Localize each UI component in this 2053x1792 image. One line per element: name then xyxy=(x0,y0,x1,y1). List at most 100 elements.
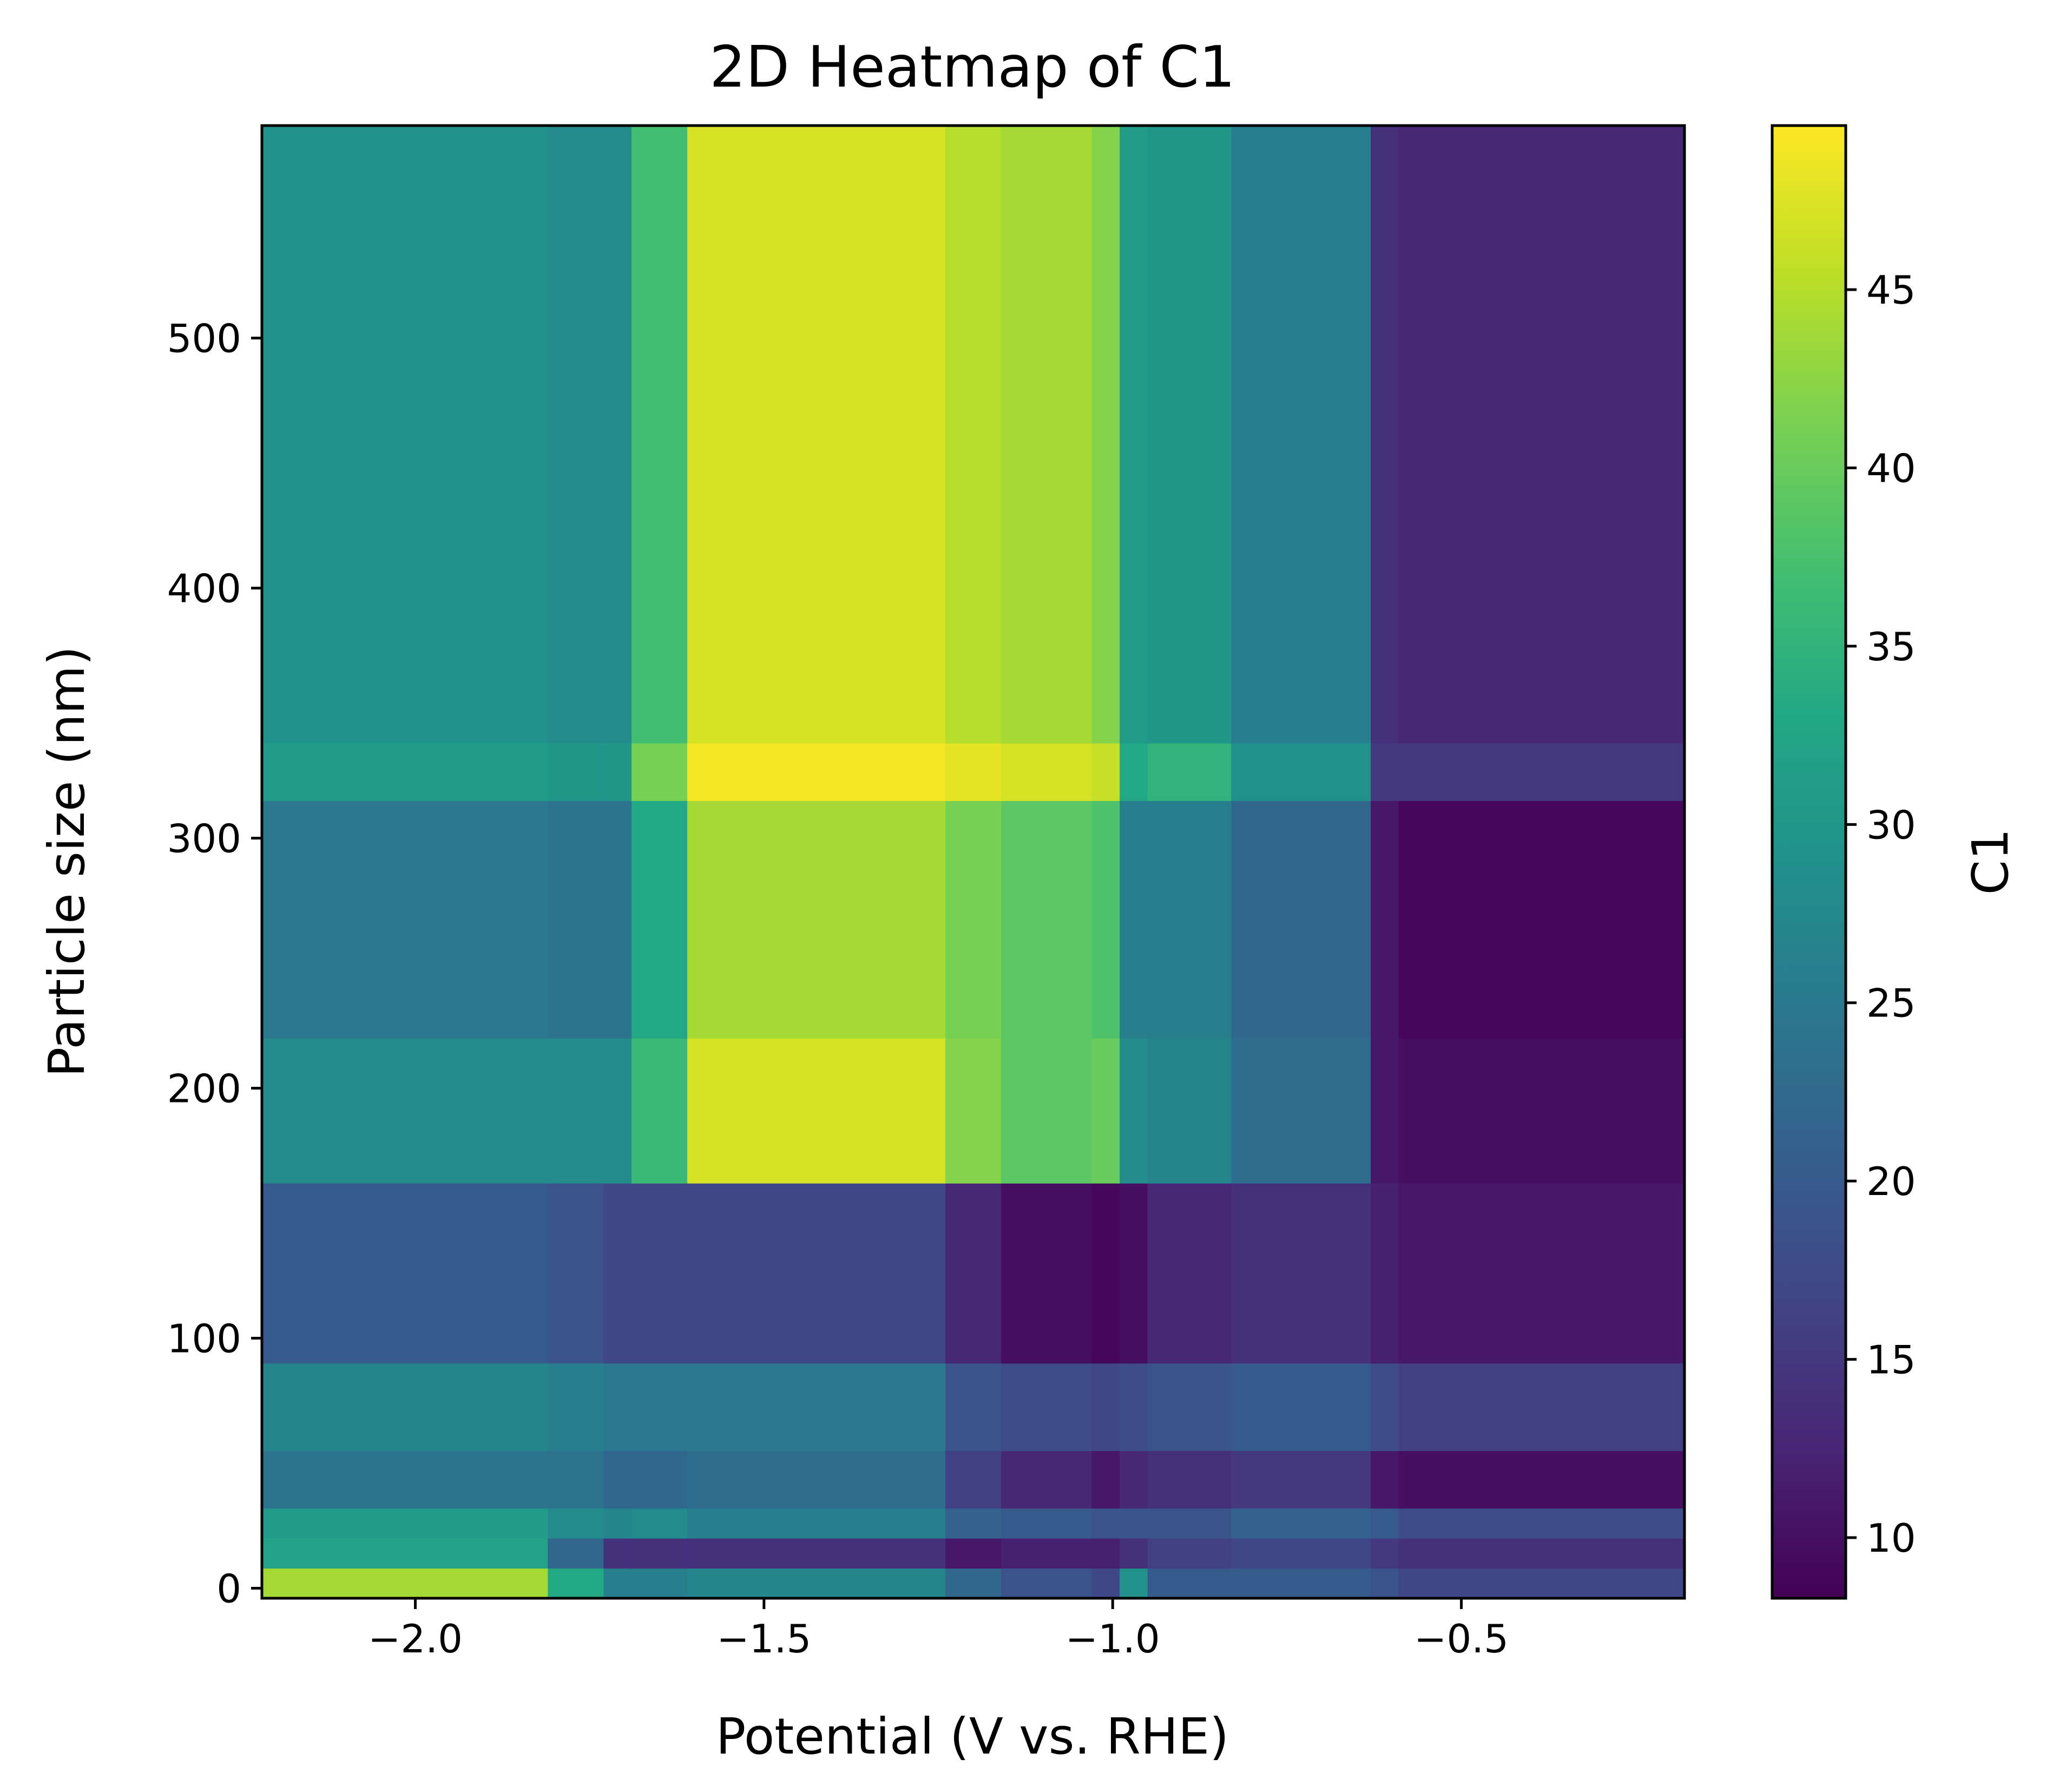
heatmap-cell xyxy=(1001,1363,1093,1452)
heatmap-cell xyxy=(603,126,632,744)
heatmap-cell xyxy=(603,1538,632,1569)
heatmap-cell xyxy=(548,1538,604,1569)
chart-title: 2D Heatmap of C1 xyxy=(709,34,1235,100)
heatmap-cell xyxy=(1398,1363,1685,1452)
heatmap-cell xyxy=(1091,1363,1120,1452)
heatmap-cell xyxy=(1147,1183,1232,1364)
heatmap-cell xyxy=(1231,800,1371,1039)
heatmap-cell xyxy=(631,1508,688,1539)
heatmap-cell xyxy=(687,1363,946,1452)
colorbar-ticks: 10 15 20 25 30 35 40 45 xyxy=(1846,267,1916,1561)
heatmap-cell xyxy=(1120,1450,1148,1509)
heatmap-cell xyxy=(1147,126,1232,744)
plot-frame xyxy=(260,124,1686,1600)
heatmap-cell xyxy=(945,1568,1002,1599)
colorbar-tick-label: 45 xyxy=(1866,267,1916,313)
heatmap-cell xyxy=(1120,126,1148,744)
heatmap-cell xyxy=(262,743,548,801)
heatmap-cell xyxy=(687,1450,946,1509)
colorbar-tick-label: 10 xyxy=(1866,1515,1916,1561)
heatmap-cell xyxy=(631,1538,688,1569)
heatmap-cell xyxy=(687,1038,946,1184)
x-tick-label: −0.5 xyxy=(1414,1616,1509,1662)
heatmap-cell xyxy=(1120,800,1148,1039)
heatmap-cell xyxy=(631,800,688,1039)
heatmap-cell xyxy=(1231,1038,1371,1184)
heatmap-cell xyxy=(1001,1450,1093,1509)
heatmap-cell xyxy=(631,1183,688,1364)
heatmap-cell xyxy=(945,1538,1002,1569)
heatmap-cell xyxy=(945,1508,1002,1539)
heatmap-cell xyxy=(945,1183,1002,1364)
heatmap-cell xyxy=(1120,1568,1148,1599)
heatmap-cell xyxy=(262,1038,548,1184)
heatmap-cell xyxy=(1398,1038,1685,1184)
heatmap-cell xyxy=(603,1038,632,1184)
heatmap-cell xyxy=(1120,1183,1148,1364)
heatmap-cell xyxy=(1091,126,1120,744)
heatmap-cell xyxy=(1371,1568,1399,1599)
heatmap-cell xyxy=(1001,1038,1093,1184)
y-tick-label: 200 xyxy=(167,1066,241,1112)
colorbar-tick-label: 15 xyxy=(1866,1337,1916,1383)
heatmap-cell xyxy=(1371,1363,1399,1452)
heatmap-cell xyxy=(631,1450,688,1509)
heatmap-cell xyxy=(1001,1183,1093,1364)
heatmap-cell xyxy=(1371,1183,1399,1364)
heatmap-cell xyxy=(1001,1538,1093,1569)
heatmap-cell xyxy=(262,1508,548,1539)
heatmap-cell xyxy=(1091,800,1120,1039)
heatmap-cell xyxy=(1091,1183,1120,1364)
heatmap-cell xyxy=(1120,1508,1148,1539)
heatmap-cell xyxy=(631,126,688,744)
x-tick-label: −1.0 xyxy=(1065,1616,1160,1662)
heatmap-cell xyxy=(1398,1538,1685,1569)
heatmap-cell xyxy=(1120,743,1148,801)
heatmap-cell xyxy=(1371,1508,1399,1539)
heatmap-cell xyxy=(262,1538,548,1569)
heatmap-cell xyxy=(262,1568,548,1599)
heatmap-cell xyxy=(1001,126,1093,744)
heatmap-cell xyxy=(1231,1450,1371,1509)
y-tick-label: 500 xyxy=(167,316,241,362)
heatmap-cell xyxy=(1371,126,1399,744)
x-axis-ticks: −2.0 −1.5 −1.0 −0.5 xyxy=(368,1598,1509,1662)
heatmap-cell xyxy=(548,1363,604,1452)
heatmap-cell xyxy=(1398,1183,1685,1364)
heatmap-cell xyxy=(603,1363,632,1452)
heatmap-cell xyxy=(1091,743,1120,801)
heatmap-cell xyxy=(687,126,946,744)
heatmap-cell xyxy=(548,743,604,801)
heatmap-cell xyxy=(548,1183,604,1364)
heatmap-cell xyxy=(1147,1508,1232,1539)
heatmap-cell xyxy=(1091,1538,1120,1569)
heatmap-cell xyxy=(631,1363,688,1452)
heatmap-cell xyxy=(1120,1363,1148,1452)
heatmap-cell xyxy=(548,1568,604,1599)
heatmap-cell xyxy=(1231,1568,1371,1599)
heatmap-cell xyxy=(687,1183,946,1364)
heatmap-cell xyxy=(687,743,946,801)
heatmap-cell xyxy=(1371,1450,1399,1509)
heatmap-cell xyxy=(262,126,548,744)
y-axis-label: Particle size (nm) xyxy=(38,646,96,1078)
heatmap-cell xyxy=(548,1450,604,1509)
y-tick-label: 0 xyxy=(216,1566,241,1612)
heatmap-cell xyxy=(1231,1538,1371,1569)
heatmap-cell xyxy=(1147,800,1232,1039)
colorbar-label: C1 xyxy=(1962,829,2019,895)
heatmap-cell xyxy=(1147,1038,1232,1184)
heatmap-cell xyxy=(631,743,688,801)
heatmap-cell xyxy=(1091,1568,1120,1599)
heatmap-cell xyxy=(1371,743,1399,801)
heatmap-cell xyxy=(1147,1363,1232,1452)
colorbar-tick-label: 25 xyxy=(1866,981,1916,1026)
heatmap-cell xyxy=(262,1450,548,1509)
colorbar-tick-label: 35 xyxy=(1866,624,1916,669)
heatmap-cell xyxy=(1091,1038,1120,1184)
heatmap-cell xyxy=(1398,1450,1685,1509)
heatmap-cell xyxy=(687,800,946,1039)
heatmap-cell xyxy=(548,800,604,1039)
heatmap-cell xyxy=(1398,743,1685,801)
